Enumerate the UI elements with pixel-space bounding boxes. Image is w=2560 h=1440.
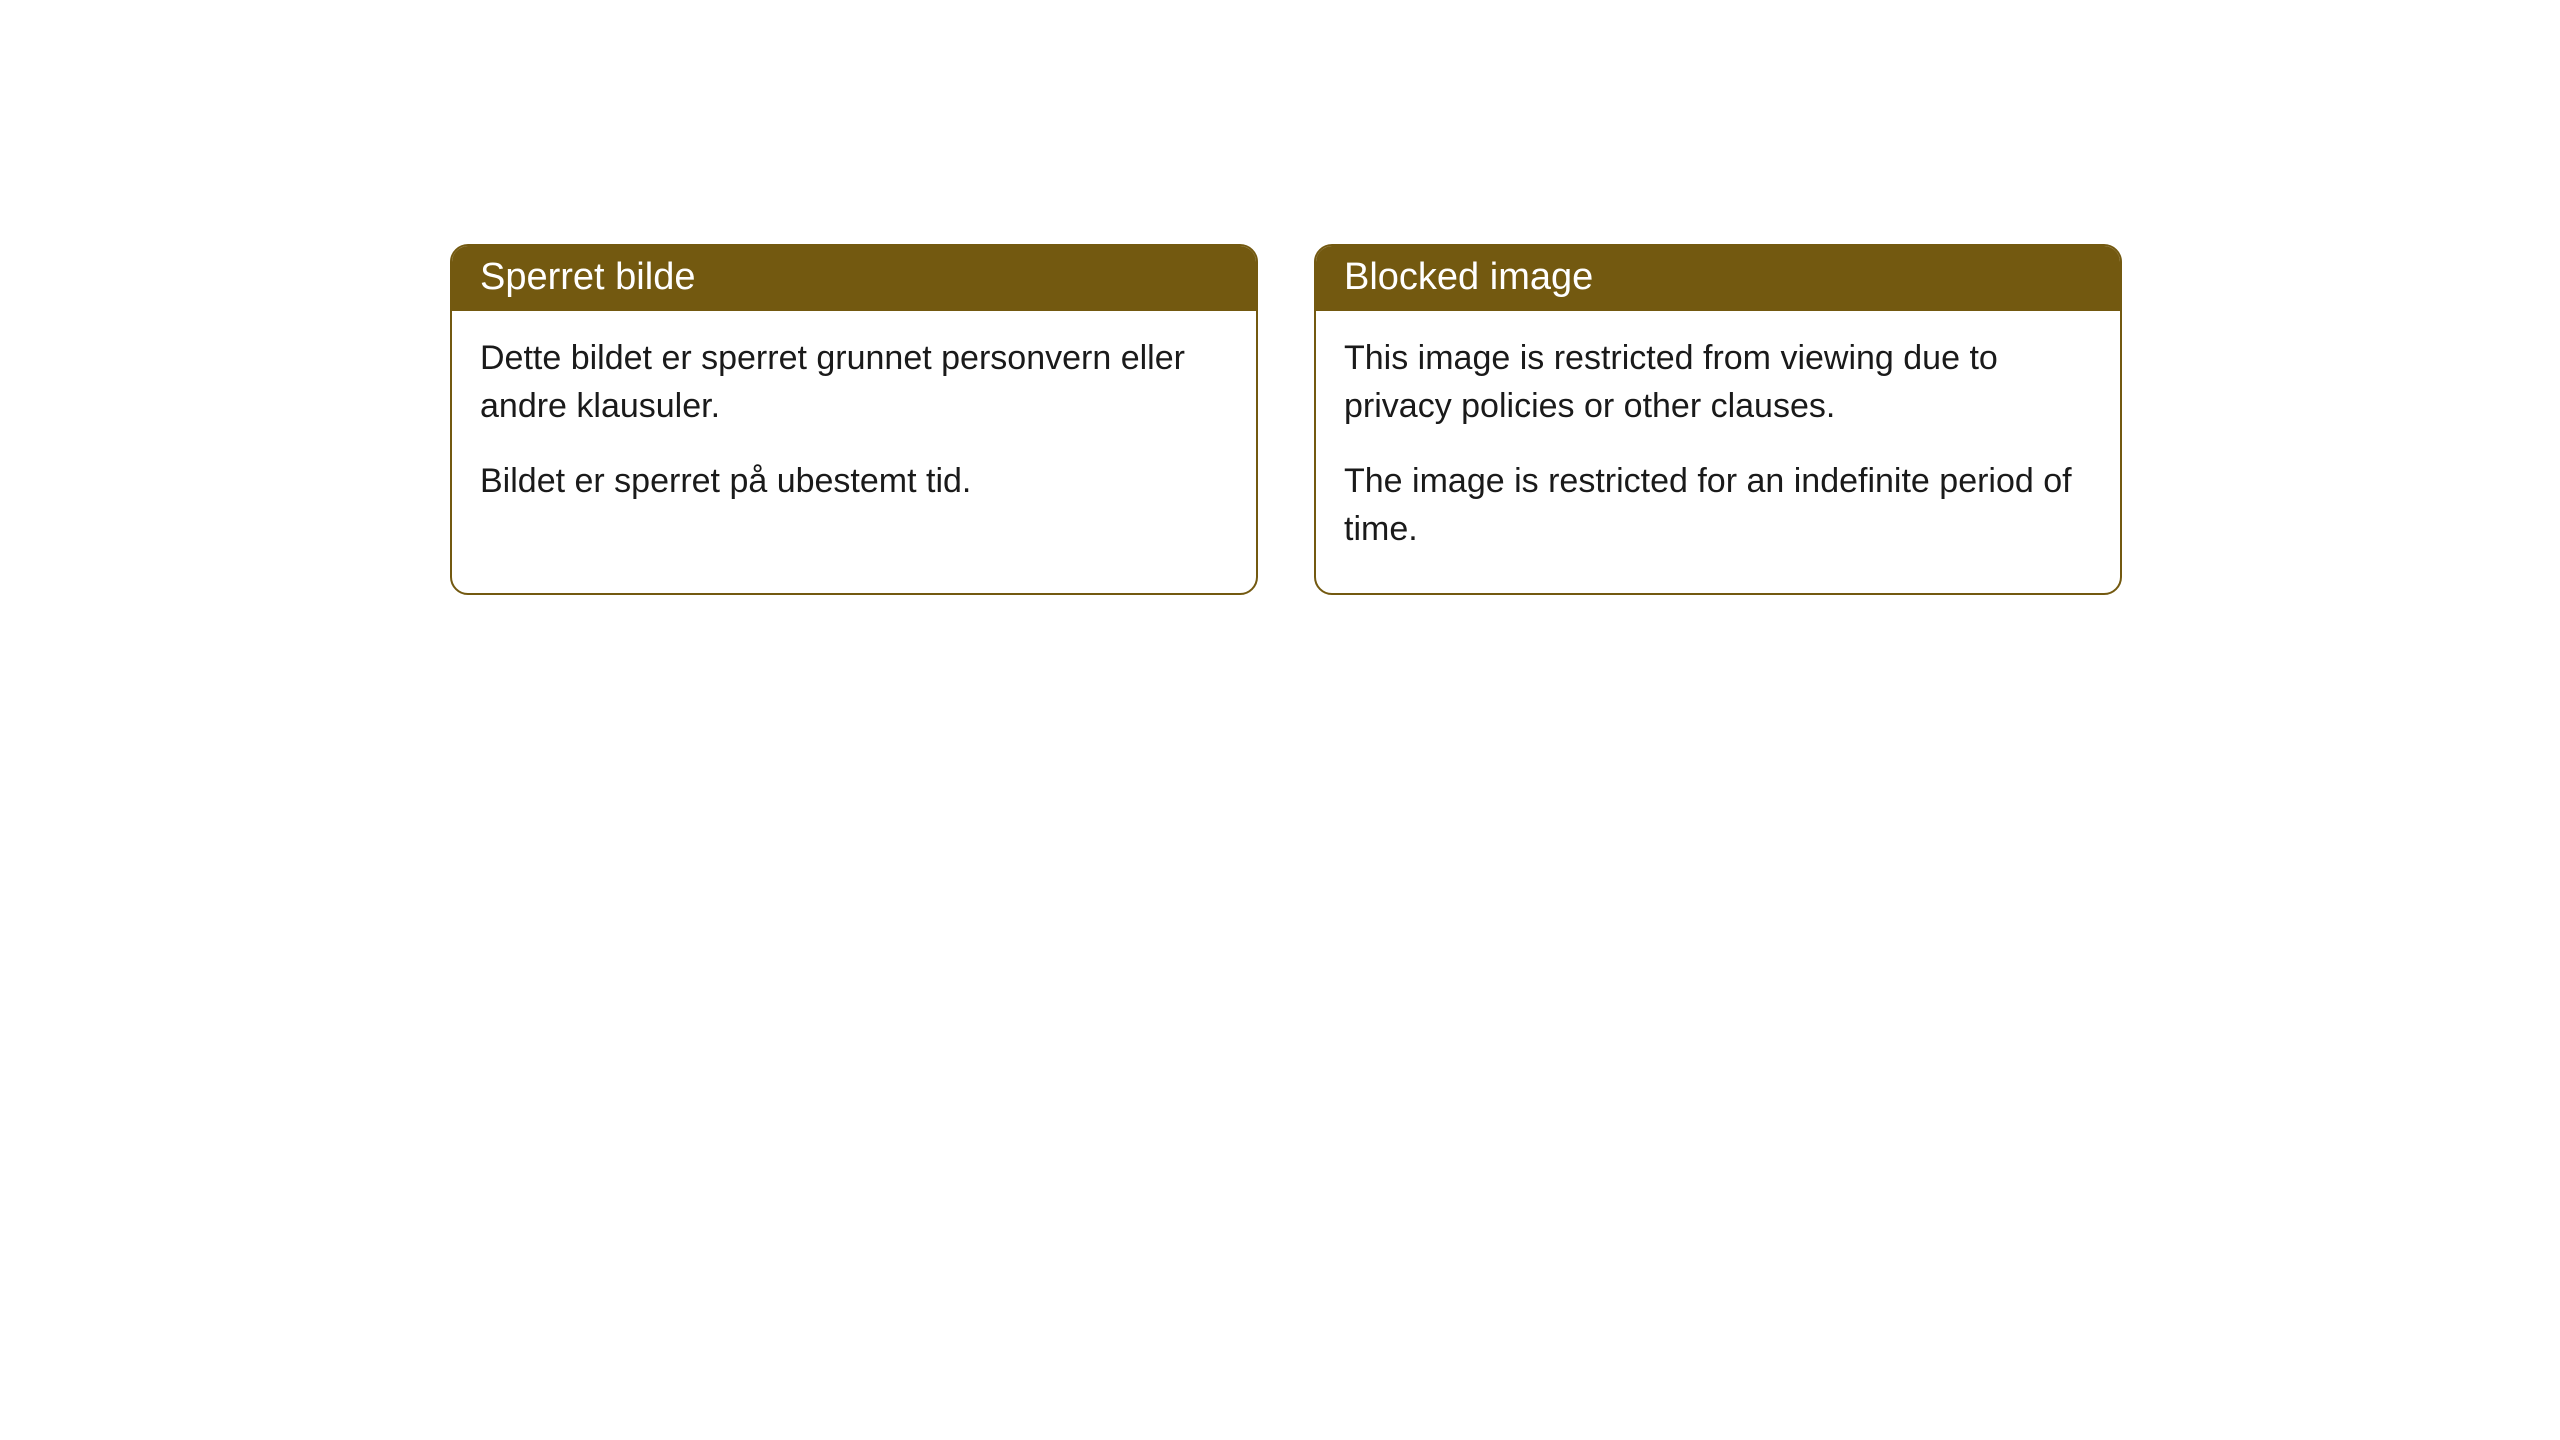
card-body-en: This image is restricted from viewing du… (1316, 311, 2120, 593)
card-text-no-2: Bildet er sperret på ubestemt tid. (480, 458, 1228, 506)
card-title-en: Blocked image (1344, 256, 1593, 298)
blocked-image-card-en: Blocked image This image is restricted f… (1314, 244, 2122, 595)
card-text-en-1: This image is restricted from viewing du… (1344, 335, 2092, 430)
card-header-en: Blocked image (1316, 246, 2120, 311)
card-body-no: Dette bildet er sperret grunnet personve… (452, 311, 1256, 546)
notice-cards-container: Sperret bilde Dette bildet er sperret gr… (450, 244, 2122, 595)
card-text-en-2: The image is restricted for an indefinit… (1344, 458, 2092, 553)
card-header-no: Sperret bilde (452, 246, 1256, 311)
card-title-no: Sperret bilde (480, 256, 695, 298)
card-text-no-1: Dette bildet er sperret grunnet personve… (480, 335, 1228, 430)
blocked-image-card-no: Sperret bilde Dette bildet er sperret gr… (450, 244, 1258, 595)
